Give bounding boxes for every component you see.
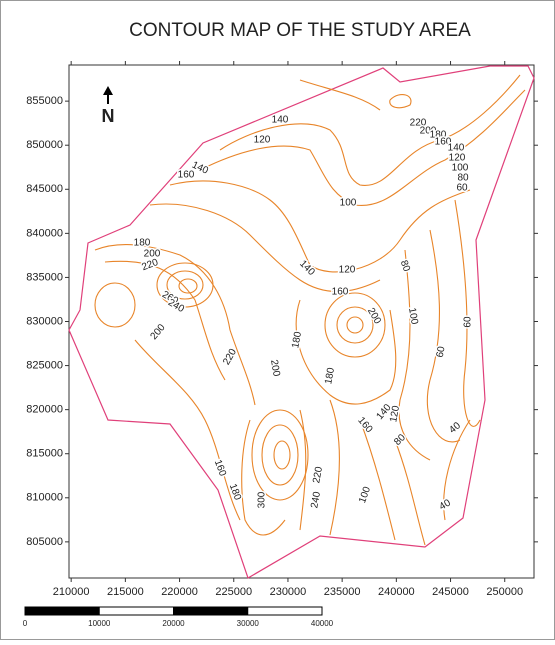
scale-segment xyxy=(174,607,248,615)
y-tick-label: 855000 xyxy=(26,95,63,107)
y-tick-label: 815000 xyxy=(26,448,63,460)
x-tick-label: 230000 xyxy=(270,586,307,598)
contour-label: 180 xyxy=(134,238,151,249)
scale-label: 20000 xyxy=(162,619,185,628)
scale-segment xyxy=(99,607,173,615)
contour-label: 100 xyxy=(340,198,357,209)
y-tick-label: 810000 xyxy=(26,492,63,504)
y-tick-label: 820000 xyxy=(26,404,63,416)
y-tick-label: 825000 xyxy=(26,359,63,371)
contour-label: 160 xyxy=(178,170,195,181)
x-tick-label: 210000 xyxy=(53,586,90,598)
scale-label: 0 xyxy=(23,619,28,628)
x-tick-label: 240000 xyxy=(378,586,415,598)
y-tick-label: 835000 xyxy=(26,271,63,283)
x-tick-label: 225000 xyxy=(215,586,252,598)
x-tick-label: 250000 xyxy=(486,586,523,598)
contour-label: 140 xyxy=(272,115,289,126)
contour-label: 60 xyxy=(463,316,474,328)
scale-label: 10000 xyxy=(88,619,111,628)
scale-segment xyxy=(248,607,322,615)
north-label: N xyxy=(102,106,115,126)
contour-label: 120 xyxy=(254,135,271,146)
x-tick-label: 235000 xyxy=(324,586,361,598)
x-tick-label: 215000 xyxy=(107,586,144,598)
map-title: CONTOUR MAP OF THE STUDY AREA xyxy=(129,20,471,41)
contour-label: 120 xyxy=(339,265,356,276)
y-tick-label: 805000 xyxy=(26,536,63,548)
contour-label: 160 xyxy=(332,287,349,298)
contour-label: 300 xyxy=(257,491,268,508)
scale-label: 30000 xyxy=(237,619,260,628)
scale-label: 40000 xyxy=(311,619,334,628)
x-tick-label: 245000 xyxy=(432,586,469,598)
scale-segment xyxy=(25,607,99,615)
y-tick-label: 850000 xyxy=(26,139,63,151)
x-tick-label: 220000 xyxy=(161,586,198,598)
y-tick-label: 840000 xyxy=(26,227,63,239)
map-figure: CONTOUR MAP OF THE STUDY AREA xyxy=(0,0,555,640)
y-tick-label: 845000 xyxy=(26,183,63,195)
y-tick-label: 830000 xyxy=(26,315,63,327)
contour-label: 60 xyxy=(456,183,468,194)
